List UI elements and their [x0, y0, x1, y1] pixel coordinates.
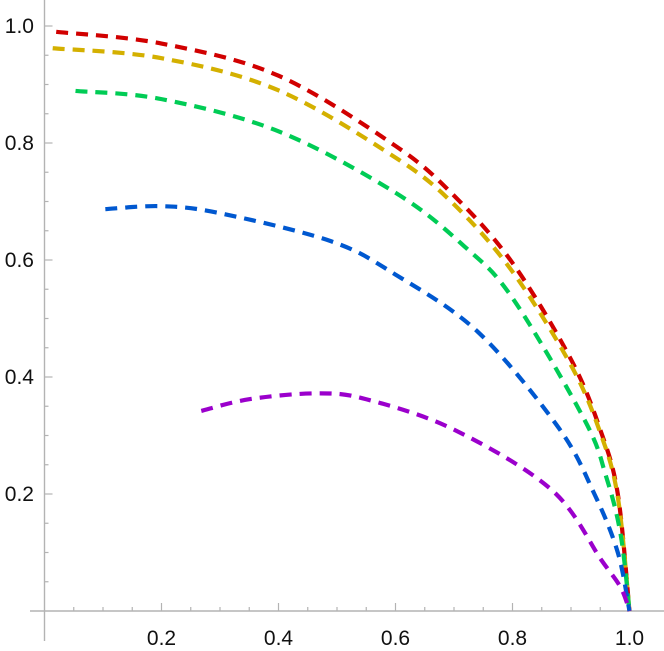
y-tick-label: 0.6	[5, 249, 34, 272]
axes	[30, 0, 664, 641]
series-line-5	[200, 391, 632, 612]
series-group	[52, 29, 632, 612]
series-line-3	[75, 88, 632, 612]
series-line-4	[105, 203, 632, 612]
x-tick-label: 1.0	[615, 627, 644, 650]
y-tick-label: 0.4	[5, 366, 35, 389]
y-tick-label: 0.8	[5, 132, 34, 155]
y-tick-label: 1.0	[5, 15, 34, 38]
tick-labels: 0.2 0.4 0.6 0.8 1.0 0.2 0.4 0.6 0.8 1.0	[5, 15, 644, 650]
y-tick-label: 0.2	[5, 483, 34, 506]
x-tick-label: 0.6	[381, 627, 410, 650]
series-line-2	[52, 46, 632, 612]
x-tick-label: 0.2	[147, 627, 176, 650]
x-tick-label: 0.4	[264, 627, 294, 650]
x-tick-label: 0.8	[498, 627, 527, 650]
